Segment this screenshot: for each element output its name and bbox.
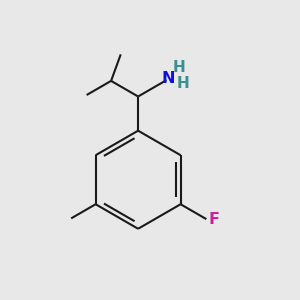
Text: N: N bbox=[161, 71, 175, 86]
Text: H: H bbox=[176, 76, 189, 91]
Text: H: H bbox=[172, 60, 185, 75]
Text: F: F bbox=[209, 212, 220, 226]
